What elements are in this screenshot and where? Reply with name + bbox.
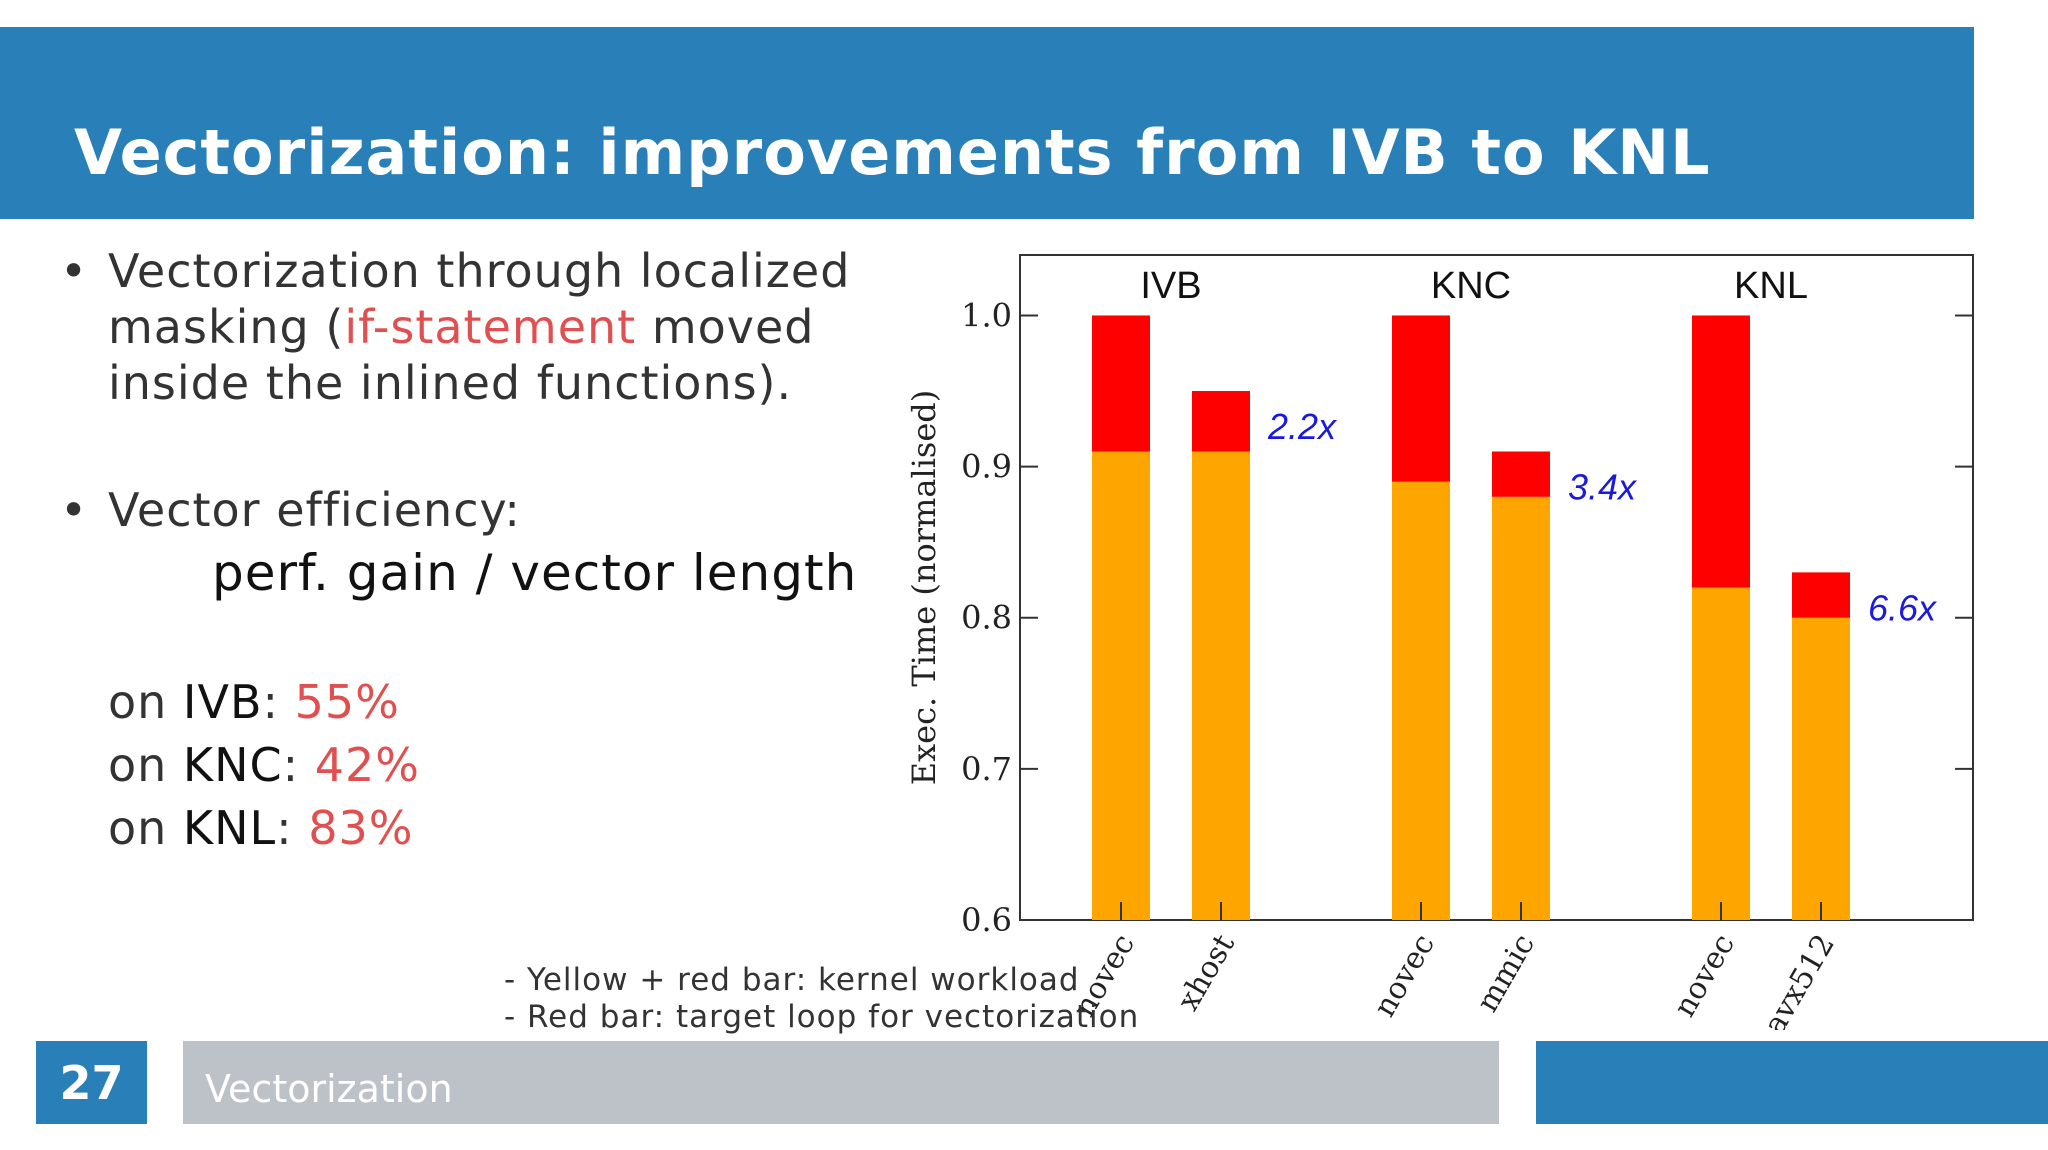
y-tick-label: 0.9 <box>961 448 1012 486</box>
bullet-1-line-1: Vectorization through localized <box>108 244 851 298</box>
efficiency-prefix: on <box>108 675 183 729</box>
speedup-label: 2.2x <box>1267 406 1338 447</box>
bar-vectorized-segment <box>1692 315 1750 588</box>
bar-vectorized-segment <box>1792 572 1850 618</box>
bullet-1-text: moved <box>636 300 815 354</box>
footer-accent <box>1536 1041 2048 1124</box>
title-bar <box>0 27 1974 219</box>
arch-name: IVB <box>182 675 263 729</box>
group-label: KNL <box>1734 265 1808 307</box>
efficiency-ivb: on IVB: 55% <box>108 675 400 729</box>
efficiency-value: 83% <box>308 801 414 855</box>
x-tick-label: avx512 <box>1757 929 1842 1031</box>
y-tick-label: 0.6 <box>961 901 1012 939</box>
efficiency-separator: : <box>262 675 295 729</box>
arch-name: KNL <box>182 801 277 855</box>
bar-vectorized-segment <box>1092 315 1150 452</box>
group-label: KNC <box>1431 265 1511 307</box>
bullet-1-line-2: masking (if-statement moved <box>108 300 815 354</box>
speedup-label: 3.4x <box>1568 466 1638 507</box>
page-number: 27 <box>36 1041 147 1124</box>
speedup-label: 6.6x <box>1868 587 1938 628</box>
efficiency-prefix: on <box>108 801 183 855</box>
legend-note-target-loop: - Red bar: target loop for vectorization <box>504 999 1140 1035</box>
x-tick-label: xhost <box>1171 929 1242 1017</box>
y-axis-label: Exec. Time (normalised) <box>905 390 943 786</box>
slide-title: Vectorization: improvements from IVB to … <box>74 116 1711 189</box>
efficiency-separator: : <box>276 801 309 855</box>
x-tick-label: novec <box>1667 929 1742 1023</box>
x-tick-label: novec <box>1367 929 1442 1023</box>
bar-base-segment <box>1692 587 1750 920</box>
bar-base-segment <box>1792 617 1850 920</box>
y-tick-label: 0.8 <box>961 599 1012 637</box>
y-tick-label: 0.7 <box>961 750 1012 788</box>
bullet-dot: • <box>60 244 88 298</box>
bar-base-segment <box>1092 451 1150 920</box>
efficiency-separator: : <box>282 738 315 792</box>
bar-base-segment <box>1192 451 1250 920</box>
x-tick-label: mmic <box>1470 929 1542 1019</box>
bar-vectorized-segment <box>1192 391 1250 452</box>
bar-vectorized-segment <box>1392 315 1450 482</box>
bullet-1-line-3: inside the inlined functions). <box>108 356 793 410</box>
group-label: IVB <box>1140 265 1201 307</box>
bullet-2-line-1: Vector efficiency: <box>108 483 521 537</box>
footer-bar: Vectorization <box>183 1041 1499 1124</box>
bar-base-segment <box>1492 496 1550 920</box>
arch-name: KNC <box>182 738 283 792</box>
efficiency-knl: on KNL: 83% <box>108 801 414 855</box>
efficiency-knc: on KNC: 42% <box>108 738 420 792</box>
bar-vectorized-segment <box>1492 451 1550 497</box>
efficiency-value: 42% <box>314 738 420 792</box>
bullet-1-text: masking ( <box>108 300 345 354</box>
bullet-dot: • <box>60 483 88 537</box>
efficiency-value: 55% <box>294 675 400 729</box>
efficiency-prefix: on <box>108 738 183 792</box>
footer-section-label: Vectorization <box>205 1067 453 1111</box>
efficiency-formula: perf. gain / vector length <box>212 544 858 602</box>
y-tick-label: 1.0 <box>961 296 1012 334</box>
if-statement-highlight: if-statement <box>344 300 637 354</box>
exec-time-chart: 0.6 0.7 0.8 0.9 1.0 Exec. Time (normalised) no… <box>905 254 1974 1031</box>
bar-base-segment <box>1392 481 1450 920</box>
legend-note-workload: - Yellow + red bar: kernel workload <box>504 962 1080 998</box>
